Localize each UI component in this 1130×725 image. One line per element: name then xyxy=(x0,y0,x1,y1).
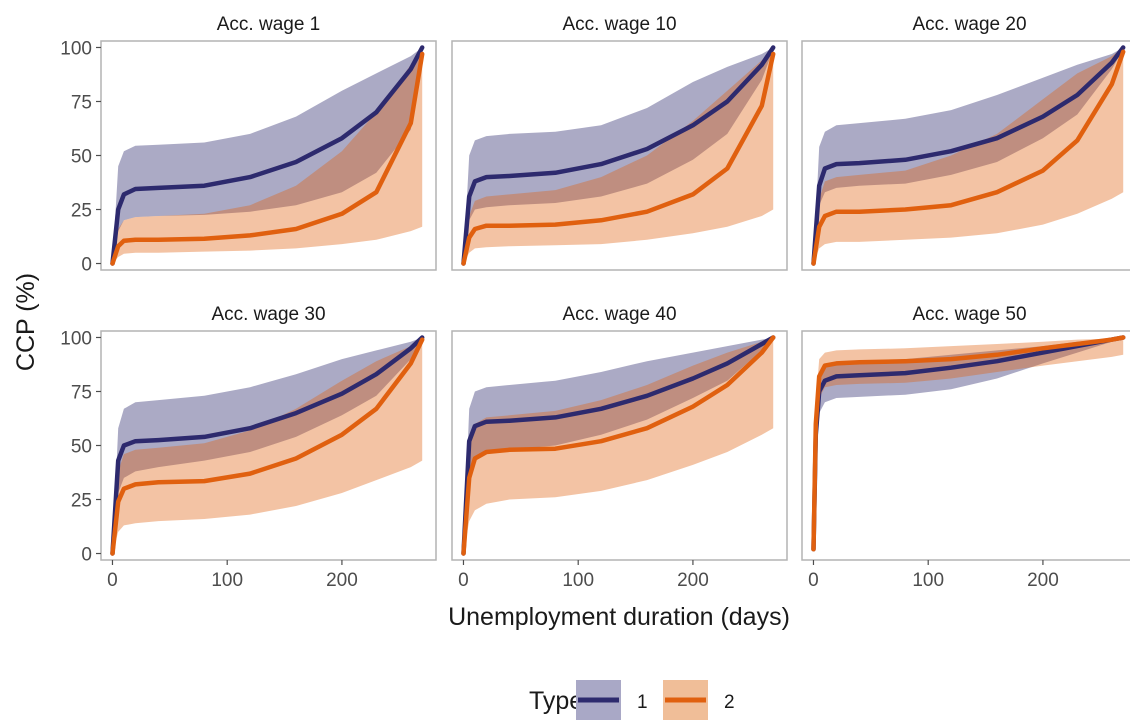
y-tick-label: 100 xyxy=(60,328,92,349)
x-tick-label: 100 xyxy=(562,570,594,591)
panel-title: Acc. wage 20 xyxy=(912,14,1026,35)
panel-border xyxy=(451,330,788,561)
panel-border xyxy=(801,40,1130,271)
legend-entry-2: 2 xyxy=(663,680,735,720)
panel-title: Acc. wage 10 xyxy=(562,14,676,35)
y-tick-label: 75 xyxy=(71,382,92,403)
panel-border xyxy=(451,40,788,271)
band-series-2 xyxy=(463,337,774,554)
panel-title: Acc. wage 40 xyxy=(562,304,676,325)
x-tick-label: 0 xyxy=(458,570,469,591)
y-tick-label: 100 xyxy=(60,38,92,59)
line-series-2 xyxy=(110,51,425,266)
y-tick-label: 25 xyxy=(71,201,92,222)
legend: Type 1 2 xyxy=(529,680,735,720)
legend-title: Type xyxy=(529,687,583,715)
panel-border xyxy=(801,330,1130,561)
x-tick-label: 0 xyxy=(808,570,819,591)
panel-3: Acc. wage 20 xyxy=(801,14,1130,271)
line-series-1 xyxy=(110,45,425,266)
x-tick-label: 200 xyxy=(326,570,358,591)
y-tick-label: 0 xyxy=(81,545,92,566)
panel-title: Acc. wage 30 xyxy=(211,304,325,325)
line-series-2 xyxy=(110,337,425,556)
band-series-1 xyxy=(463,47,774,264)
y-axis-title: CCP (%) xyxy=(12,273,40,371)
line-series-2 xyxy=(461,335,776,556)
legend-label-2: 2 xyxy=(724,692,735,713)
panel-1: Acc. wage 1 0 25 50 75 100 xyxy=(60,14,437,276)
band-series-1 xyxy=(813,337,1124,550)
y-tick-label: 50 xyxy=(71,437,92,458)
x-tick-label: 100 xyxy=(912,570,944,591)
panel-5: Acc. wage 40 0 100 200 xyxy=(451,304,788,591)
y-tick-label: 25 xyxy=(71,491,92,512)
x-tick-label: 100 xyxy=(211,570,243,591)
y-tick-label: 0 xyxy=(81,255,92,276)
line-series-1 xyxy=(461,335,776,556)
line-series-2 xyxy=(811,49,1126,266)
line-series-2 xyxy=(461,51,776,266)
line-series-1 xyxy=(461,45,776,266)
panel-6: Acc. wage 50 0 100 200 xyxy=(801,304,1130,591)
y-tick-label: 75 xyxy=(71,92,92,113)
band-series-2 xyxy=(463,47,774,264)
band-series-1 xyxy=(813,47,1124,264)
line-series-2 xyxy=(811,335,1126,552)
x-axis-title: Unemployment duration (days) xyxy=(448,603,790,631)
x-tick-label: 200 xyxy=(1027,570,1059,591)
band-series-1 xyxy=(463,337,774,554)
panel-4: Acc. wage 30 0 25 50 75 100 0 100 200 xyxy=(60,304,437,591)
line-series-1 xyxy=(811,45,1126,266)
x-tick-label: 200 xyxy=(677,570,709,591)
panel-title: Acc. wage 1 xyxy=(217,14,321,35)
panel-2: Acc. wage 10 xyxy=(451,14,788,271)
line-series-1 xyxy=(110,335,425,556)
band-series-2 xyxy=(813,337,1124,550)
x-tick-label: 0 xyxy=(107,570,118,591)
y-tick-label: 50 xyxy=(71,147,92,168)
panel-title: Acc. wage 50 xyxy=(912,304,1026,325)
band-series-1 xyxy=(112,47,423,264)
legend-label-1: 1 xyxy=(637,692,648,713)
legend-entry-1: 1 xyxy=(576,680,648,720)
